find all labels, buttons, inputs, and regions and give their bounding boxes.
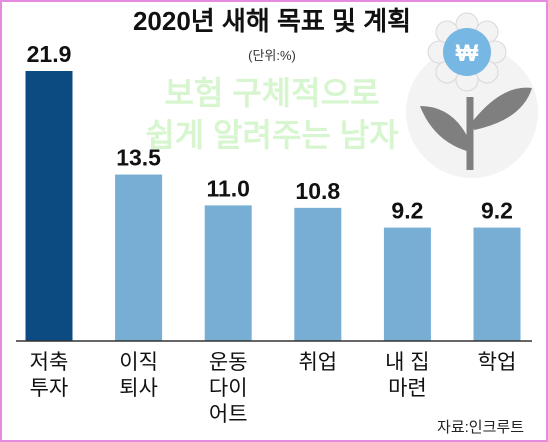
bar-2 (204, 205, 252, 341)
bar-3 (294, 207, 342, 341)
category-label-2-1: 다이 (209, 377, 248, 400)
bars-group (25, 71, 521, 341)
value-label-4: 9.2 (391, 198, 423, 224)
bar-4 (383, 227, 431, 341)
bar-1 (115, 174, 163, 341)
bar-5 (473, 227, 521, 341)
category-label-5-0: 학업 (478, 351, 517, 374)
bar-0 (25, 71, 73, 341)
chart-title: 2020년 새해 목표 및 계획 (133, 6, 411, 36)
value-label-3: 10.8 (295, 178, 340, 204)
category-label-2-0: 운동 (209, 351, 248, 374)
unit-label: (단위:%) (248, 48, 296, 63)
value-label-5: 9.2 (481, 198, 513, 224)
value-label-0: 21.9 (27, 41, 72, 67)
category-label-1-1: 퇴사 (119, 377, 158, 400)
category-label-4-1: 마련 (388, 377, 427, 400)
category-label-0-0: 저축 (30, 351, 69, 374)
watermark-line-1: 보험 구체적으로 (165, 75, 380, 111)
value-label-1: 13.5 (116, 145, 161, 171)
svg-text:₩: ₩ (456, 40, 479, 67)
value-label-2: 11.0 (206, 175, 250, 201)
won-flower-icon: ₩ (406, 12, 538, 178)
source-label: 자료:인크루트 (437, 419, 524, 436)
category-label-1-0: 이직 (119, 351, 158, 374)
category-label-3-0: 취업 (298, 351, 337, 374)
category-label-2-2: 어트 (209, 403, 248, 426)
category-label-0-1: 투자 (30, 377, 69, 400)
watermark-line-2: 쉽게 알려주는 남자 (145, 117, 399, 153)
category-label-4-0: 내 집 (385, 351, 429, 374)
value-labels-group: 21.9 13.5 11.0 10.8 9.2 9.2 (27, 41, 513, 224)
